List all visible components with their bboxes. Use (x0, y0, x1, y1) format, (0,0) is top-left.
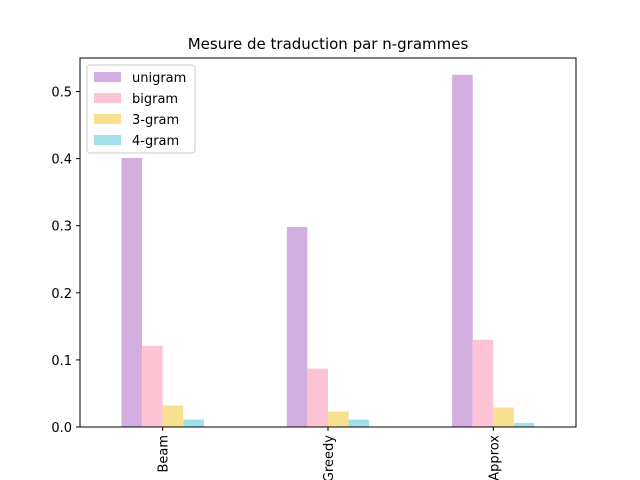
x-tick-label-greedy: Greedy (322, 435, 337, 480)
legend-label-unigram: unigram (132, 71, 186, 86)
plot-area: 0.0 0.1 0.2 0.3 0.4 0.5 Beam Greedy Approx (51, 57, 577, 480)
bar-bigram-beam (142, 345, 163, 427)
legend-swatch-4-gram (94, 135, 121, 145)
y-tick-label: 0.0 (51, 421, 72, 436)
bar-3-gram-greedy (328, 411, 349, 427)
y-tick-label: 0.3 (51, 220, 72, 235)
y-tick-label: 0.4 (51, 153, 72, 168)
y-tick-label: 0.1 (51, 354, 72, 369)
legend-swatch-unigram (94, 72, 121, 82)
bar-unigram-beam (121, 157, 143, 427)
bar-unigram-approx (452, 74, 473, 428)
bar-4-gram-greedy (348, 419, 370, 427)
legend-label-bigram: bigram (132, 92, 178, 107)
legend-swatch-bigram (94, 93, 121, 103)
bar-unigram-greedy (286, 227, 308, 427)
bar-3-gram-beam (162, 405, 184, 427)
legend-label-4-gram: 4-gram (132, 134, 179, 149)
y-tick-label: 0.2 (51, 287, 72, 302)
legend: unigram bigram 3-gram 4-gram (86, 64, 196, 154)
chart-title: Mesure de traduction par n-grammes (188, 35, 469, 53)
legend-box (86, 64, 196, 154)
bar-4-gram-beam (183, 419, 204, 427)
x-tick-label-approx: Approx (487, 435, 502, 480)
legend-label-3-gram: 3-gram (132, 113, 179, 128)
bar-3-gram-approx (493, 407, 514, 427)
bar-bigram-greedy (307, 368, 328, 427)
x-tick-label-beam: Beam (157, 435, 172, 473)
legend-swatch-3-gram (94, 114, 121, 124)
bar-4-gram-approx (513, 422, 535, 427)
y-tick-label: 0.5 (51, 86, 72, 101)
bar-bigram-approx (472, 339, 494, 427)
